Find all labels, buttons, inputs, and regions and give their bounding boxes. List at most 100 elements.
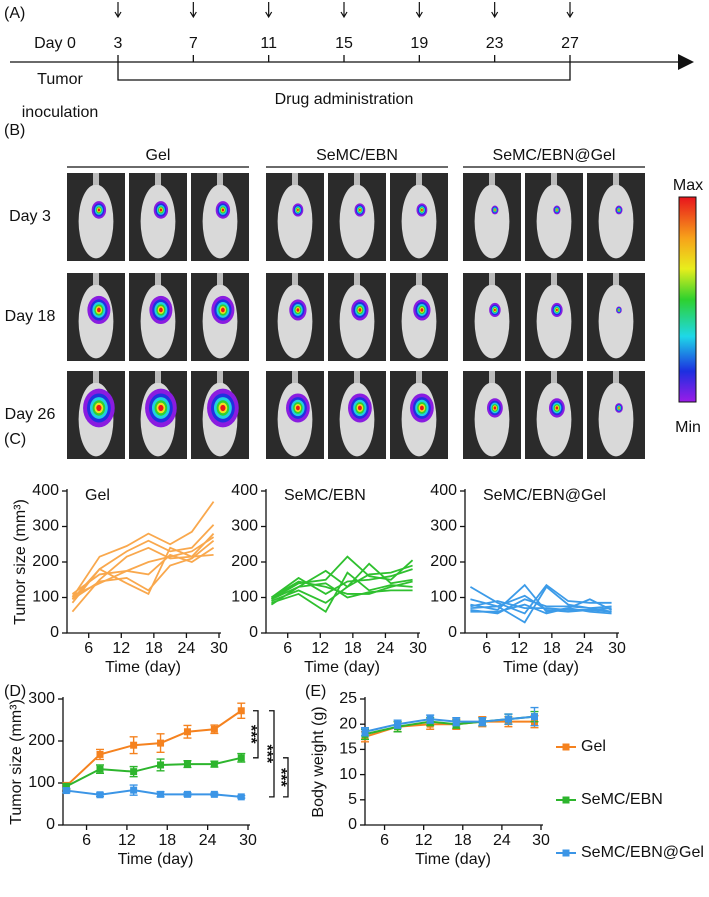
x-tick-label: 18 (454, 832, 472, 849)
y-tick-label: 0 (249, 624, 258, 641)
signal (618, 407, 620, 409)
series-line (470, 598, 612, 615)
chart-title: SeMC/EBN (284, 487, 366, 504)
series-line (71, 536, 215, 595)
group-title: SeMC/EBN (316, 147, 398, 164)
chart-title: SeMC/EBN@Gel (483, 487, 606, 504)
mouse-body (277, 184, 313, 259)
day-label: 7 (189, 35, 198, 52)
mouse-body (598, 382, 634, 457)
mouse-tail (155, 371, 161, 383)
y-axis-label: Body weight (g) (310, 706, 327, 817)
mouse-tail (93, 273, 99, 285)
mouse-tail (551, 371, 557, 383)
administration-bracket (117, 62, 571, 81)
y-axis-label: Tumor size (mm³) (8, 699, 25, 825)
mouse-tail (292, 173, 298, 185)
signal (296, 308, 300, 312)
marker (96, 750, 104, 758)
significance-label: *** (258, 744, 275, 763)
signal (555, 406, 559, 410)
dose-arrow (566, 2, 574, 19)
x-tick-label: 30 (532, 832, 550, 849)
significance-label: *** (272, 768, 289, 787)
series-line (470, 594, 612, 613)
y-tick-label: 0 (50, 624, 59, 641)
mouse-body (202, 184, 238, 259)
x-tick-label: 30 (210, 640, 228, 657)
y-tick-label: 25 (339, 690, 357, 707)
mouse-tail (354, 371, 360, 383)
mouse-body (536, 382, 572, 457)
group-title: SeMC/EBN@Gel (493, 147, 616, 164)
mouse-body (277, 284, 313, 359)
signal (493, 406, 497, 410)
x-tick-label: 24 (576, 640, 594, 657)
x-axis-label: Time (day) (415, 851, 491, 868)
y-tick-label: 0 (448, 624, 457, 641)
mouse-tail (416, 371, 422, 383)
day-label: 3 (114, 35, 123, 52)
mouse-tail (93, 173, 99, 185)
marker (478, 718, 486, 726)
mouse-body (536, 284, 572, 359)
mouse-tail (489, 173, 495, 185)
y-tick-label: 200 (32, 553, 59, 570)
row-label: Day 26 (5, 406, 56, 423)
series-line (72, 547, 215, 597)
marker (394, 720, 402, 728)
mouse-body (474, 184, 510, 259)
day-label: 27 (561, 35, 579, 52)
signal (556, 209, 558, 211)
mouse-tail (354, 173, 360, 185)
day-label: 19 (410, 35, 428, 52)
series-line (71, 546, 214, 600)
marker (130, 786, 138, 794)
marker (96, 791, 104, 799)
series-line (271, 582, 413, 601)
series-line (270, 580, 413, 599)
mouse-tail (613, 273, 619, 285)
mouse-body (598, 284, 634, 359)
series-line (71, 501, 215, 598)
row-label: Day 3 (9, 208, 51, 225)
signal (97, 208, 101, 212)
y-axis-label: Tumor size (mm³) (12, 499, 29, 625)
series-line (71, 540, 215, 601)
legend-marker (562, 796, 570, 804)
x-tick-label: 30 (409, 640, 427, 657)
signal (297, 208, 299, 212)
panel-label: (A) (4, 5, 25, 22)
marker (183, 760, 191, 768)
day-label: 23 (486, 35, 504, 52)
administration-label: Drug administration (275, 91, 414, 108)
signal (421, 208, 423, 212)
mouse-tail (613, 173, 619, 185)
signal (358, 308, 362, 312)
mouse-tail (489, 273, 495, 285)
marker (130, 741, 138, 749)
x-tick-label: 12 (118, 832, 136, 849)
series-line (270, 555, 414, 601)
x-tick-label: 12 (112, 640, 130, 657)
y-tick-label: 100 (430, 589, 457, 606)
signal (221, 307, 225, 313)
signal (494, 209, 496, 211)
mouse-body (536, 184, 572, 259)
y-tick-label: 400 (430, 482, 457, 499)
signal (96, 404, 102, 412)
panel-label: (D) (4, 683, 26, 700)
y-tick-label: 0 (46, 816, 55, 833)
mouse-tail (416, 173, 422, 185)
mouse-body (474, 382, 510, 457)
marker (237, 793, 245, 801)
start-label: Day 0 (34, 35, 76, 52)
signal (97, 307, 101, 313)
y-tick-label: 400 (32, 482, 59, 499)
mouse-tail (292, 273, 298, 285)
x-axis-label: Time (day) (105, 659, 181, 676)
significance-bracket (269, 710, 275, 798)
signal (618, 209, 620, 211)
mouse-body (140, 184, 176, 259)
significance-bracket (253, 710, 259, 759)
